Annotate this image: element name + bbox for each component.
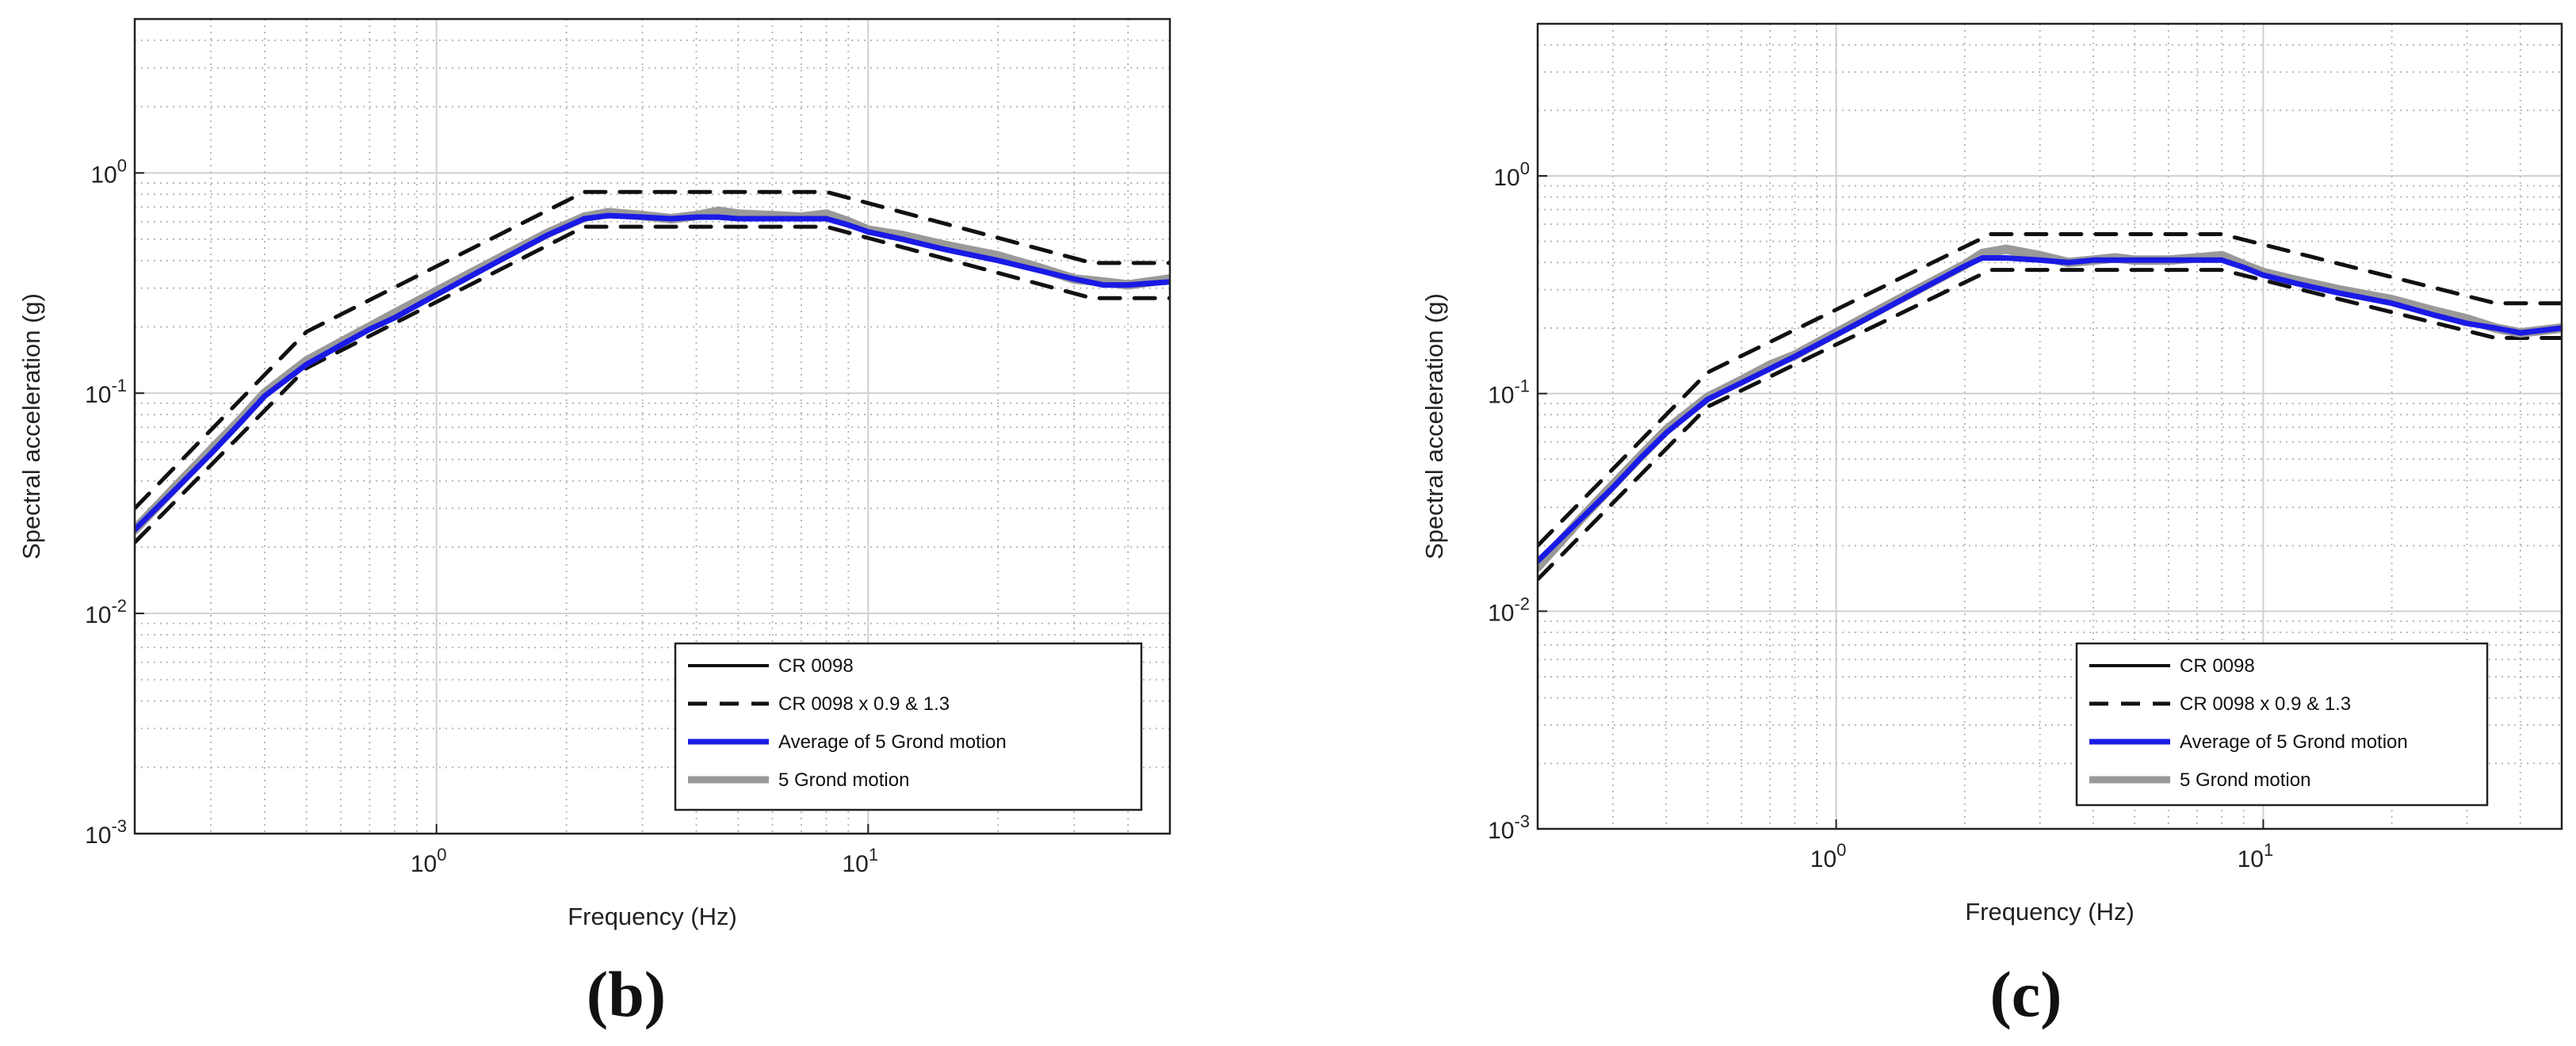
series-group	[135, 189, 1170, 544]
x-axis-title: Frequency (Hz)	[1965, 898, 2135, 926]
x-tick-label: 101	[2238, 840, 2274, 872]
x-tick-label: 100	[1810, 840, 1847, 872]
series-line-5-ground-motions	[135, 206, 1170, 535]
legend-label: CR 0098	[778, 655, 854, 677]
legend-label: Average of 5 Grond motion	[778, 731, 1007, 753]
y-tick-label: 100	[90, 155, 127, 188]
legend-label: CR 0098	[2180, 655, 2255, 677]
series-line-cr0098-x1.3	[135, 189, 1170, 510]
series-line-average	[1538, 255, 2562, 564]
plot-frame	[133, 17, 1171, 835]
panel-label: (b)	[587, 958, 666, 1030]
series-line-cr0098-x0.9	[1538, 268, 2562, 582]
y-tick-label: 10-3	[85, 816, 127, 849]
legend-entry-cr0098-scaled: CR 0098 x 0.9 & 1.3	[688, 693, 950, 715]
y-tick-label: 10-2	[1488, 594, 1530, 626]
legend-entry-5-ground-motions: 5 Grond motion	[688, 769, 909, 791]
series-line-cr0098-x0.9	[135, 224, 1170, 544]
y-tick-label: 10-3	[1488, 811, 1530, 844]
legend-entry-cr0098: CR 0098	[688, 655, 854, 677]
legend-entry-average: Average of 5 Grond motion	[2089, 731, 2408, 753]
chart-panel-c: 100 101 100 10-1 10-2 10-3 Frequency (Hz) Spect…	[1420, 22, 2563, 1030]
legend-entry-average: Average of 5 Grond motion	[688, 731, 1007, 753]
series-group	[1538, 232, 2562, 582]
legend-box	[674, 642, 1143, 811]
series-line-cr0098-x1.3	[1538, 232, 2562, 548]
y-tick-label: 10-1	[1488, 376, 1530, 409]
panel-label: (c)	[1989, 958, 2062, 1030]
legend-label: 5 Grond motion	[778, 769, 909, 791]
grid	[1538, 24, 2562, 829]
legend-entry-5-ground-motions: 5 Grond motion	[2089, 769, 2310, 791]
legend-entry-cr0098: CR 0098	[2089, 655, 2255, 677]
legend-entry-cr0098-scaled: CR 0098 x 0.9 & 1.3	[2089, 693, 2351, 715]
series-line-5-ground-motions	[1538, 244, 2562, 572]
legend-label: 5 Grond motion	[2180, 769, 2310, 791]
y-tick-label: 100	[1493, 158, 1530, 191]
y-tick-label: 10-2	[85, 596, 127, 628]
y-axis-title: Spectral acceleration (g)	[17, 293, 45, 559]
x-tick-label: 100	[411, 845, 447, 877]
x-tick-label: 101	[843, 845, 879, 877]
legend-label: Average of 5 Grond motion	[2180, 731, 2408, 753]
plot-frame	[1536, 22, 2563, 830]
y-tick-label: 10-1	[85, 376, 127, 408]
legend: CR 0098 CR 0098 x 0.9 & 1.3 Average of 5 G…	[674, 642, 1143, 811]
legend: CR 0098 CR 0098 x 0.9 & 1.3 Average of 5 G…	[2075, 642, 2489, 807]
x-axis-title: Frequency (Hz)	[568, 903, 737, 930]
legend-label: CR 0098 x 0.9 & 1.3	[2180, 693, 2351, 715]
series-line-average	[135, 212, 1170, 533]
chart-panel-b: 100 101 100 10-1 10-2 10-3 Frequency (Hz) Spect…	[17, 17, 1171, 1030]
y-axis-title: Spectral acceleration (g)	[1420, 293, 1448, 559]
legend-label: CR 0098 x 0.9 & 1.3	[778, 693, 950, 715]
